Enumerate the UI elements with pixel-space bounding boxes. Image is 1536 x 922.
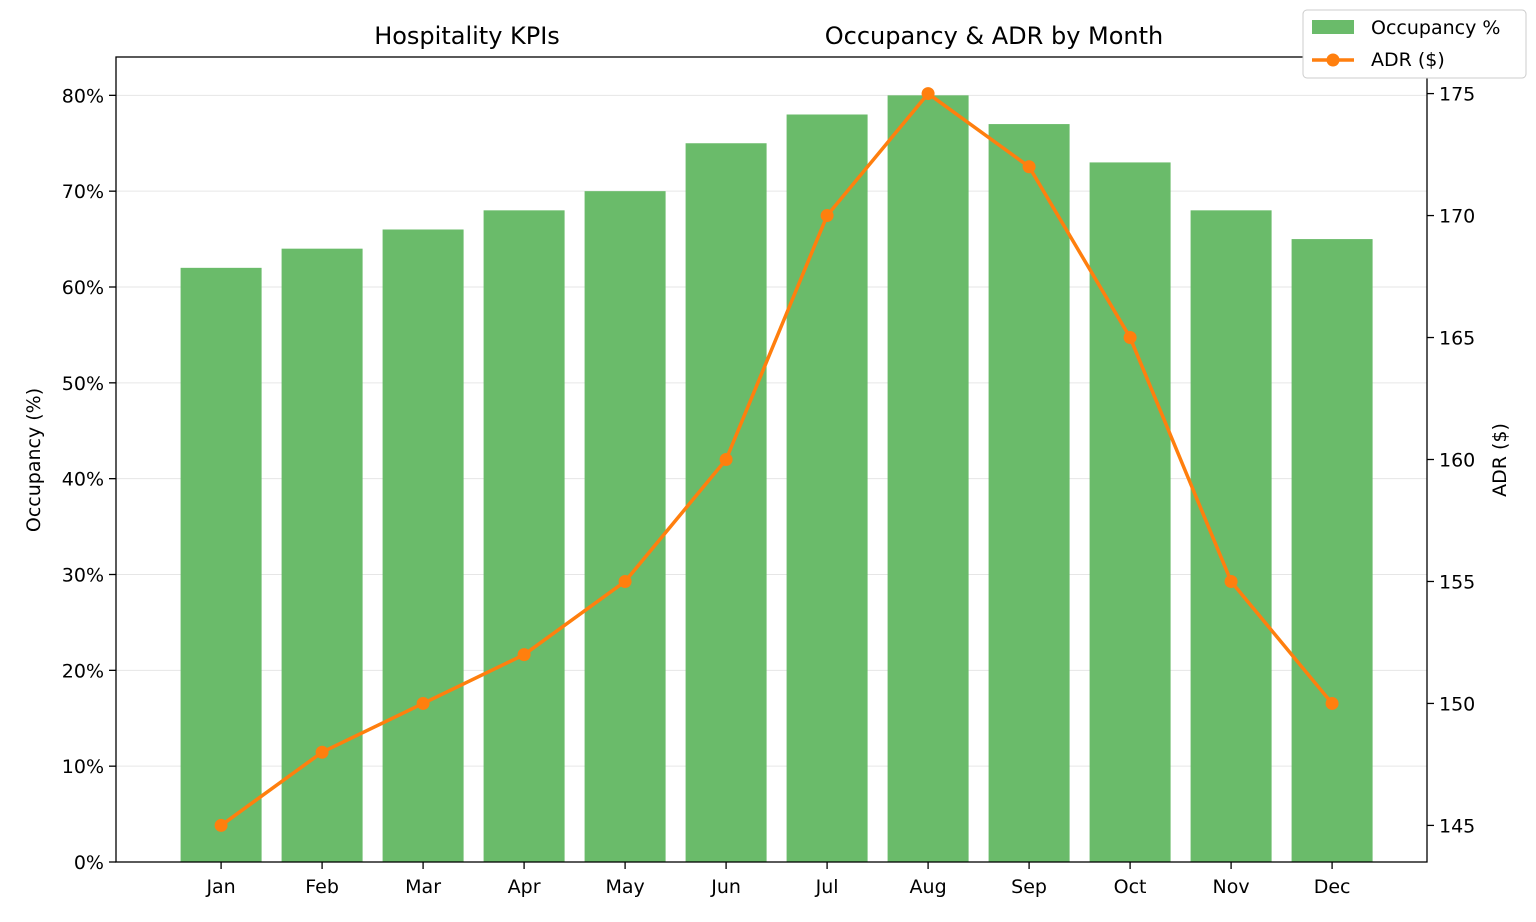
bar-occupancy-sep xyxy=(988,124,1070,863)
chart-title-right: Occupancy & ADR by Month xyxy=(825,22,1164,50)
y-left-tick-label: 40% xyxy=(62,469,104,491)
legend-swatch-occupancy xyxy=(1312,20,1354,34)
y-left-tick-label: 80% xyxy=(62,85,104,107)
point-adr-dec xyxy=(1325,696,1339,710)
legend-label-occupancy: Occupancy % xyxy=(1371,17,1500,39)
x-tick-label: Dec xyxy=(1314,876,1351,898)
adr-line-series xyxy=(214,87,1339,832)
y-left-tick-label: 50% xyxy=(62,373,104,395)
y-left-tick-label: 70% xyxy=(62,181,104,203)
x-tick-label: Jun xyxy=(710,876,741,898)
x-axis: Jan Feb Mar Apr May Jun Jul Aug Sep Oct Nov Dec xyxy=(205,862,1350,898)
x-tick-label: Jul xyxy=(815,876,839,898)
bar-occupancy-dec xyxy=(1291,239,1373,863)
occupancy-bars xyxy=(180,95,1373,863)
right-y-axis: 145 150 155 160 165 170 175 xyxy=(1427,84,1475,837)
y-right-tick-label: 150 xyxy=(1439,693,1475,715)
point-adr-oct xyxy=(1123,331,1137,345)
bar-occupancy-aug xyxy=(887,95,969,863)
bar-occupancy-feb xyxy=(281,248,363,862)
legend: Occupancy % ADR ($) xyxy=(1302,9,1527,79)
y-right-tick-label: 160 xyxy=(1439,450,1475,472)
bar-occupancy-nov xyxy=(1190,210,1272,863)
y-right-tick-label: 155 xyxy=(1439,571,1475,593)
point-adr-nov xyxy=(1224,574,1238,588)
point-adr-jun xyxy=(719,453,733,466)
point-adr-mar xyxy=(416,696,430,710)
x-tick-label: Aug xyxy=(910,876,947,898)
x-tick-label: Sep xyxy=(1011,876,1047,898)
y-right-tick-label: 175 xyxy=(1439,84,1475,106)
x-tick-label: Apr xyxy=(508,876,541,898)
legend-box xyxy=(1302,9,1527,79)
y-left-tick-label: 60% xyxy=(62,277,104,299)
y-left-tick-label: 10% xyxy=(62,756,104,778)
y-axis-right-label: ADR ($) xyxy=(1489,423,1511,497)
x-tick-label: May xyxy=(605,876,644,898)
point-adr-may xyxy=(618,574,632,588)
point-adr-sep xyxy=(1022,160,1036,174)
legend-marker-adr xyxy=(1326,53,1340,67)
point-adr-aug xyxy=(921,87,935,101)
adr-line xyxy=(220,91,1334,827)
bar-occupancy-oct xyxy=(1089,162,1171,862)
y-left-tick-label: 20% xyxy=(62,660,104,682)
y-right-tick-label: 165 xyxy=(1439,328,1475,350)
bar-occupancy-may xyxy=(584,191,666,862)
bar-occupancy-mar xyxy=(382,229,464,862)
bar-occupancy-jan xyxy=(180,267,262,862)
y-right-tick-label: 145 xyxy=(1439,815,1475,837)
bar-occupancy-jun xyxy=(685,143,767,862)
x-tick-label: Mar xyxy=(405,876,441,898)
point-adr-feb xyxy=(315,745,329,759)
point-adr-jul xyxy=(820,209,834,223)
y-right-tick-label: 170 xyxy=(1439,206,1475,228)
y-left-tick-label: 0% xyxy=(74,852,104,874)
point-adr-apr xyxy=(517,648,531,662)
x-tick-label: Jan xyxy=(205,876,235,898)
y-left-tick-label: 30% xyxy=(62,565,104,587)
x-tick-label: Oct xyxy=(1114,876,1147,898)
chart-title-left: Hospitality KPIs xyxy=(374,22,560,50)
legend-label-adr: ADR ($) xyxy=(1371,49,1445,71)
bar-occupancy-jul xyxy=(786,114,868,862)
x-tick-label: Feb xyxy=(305,876,339,898)
bar-occupancy-apr xyxy=(483,210,565,863)
point-adr-jan xyxy=(214,818,228,832)
y-axis-left-label: Occupancy (%) xyxy=(23,388,45,532)
x-tick-label: Nov xyxy=(1213,876,1250,898)
left-y-axis: 0% 10% 20% 30% 40% 50% 60% 70% 80% xyxy=(62,85,116,874)
